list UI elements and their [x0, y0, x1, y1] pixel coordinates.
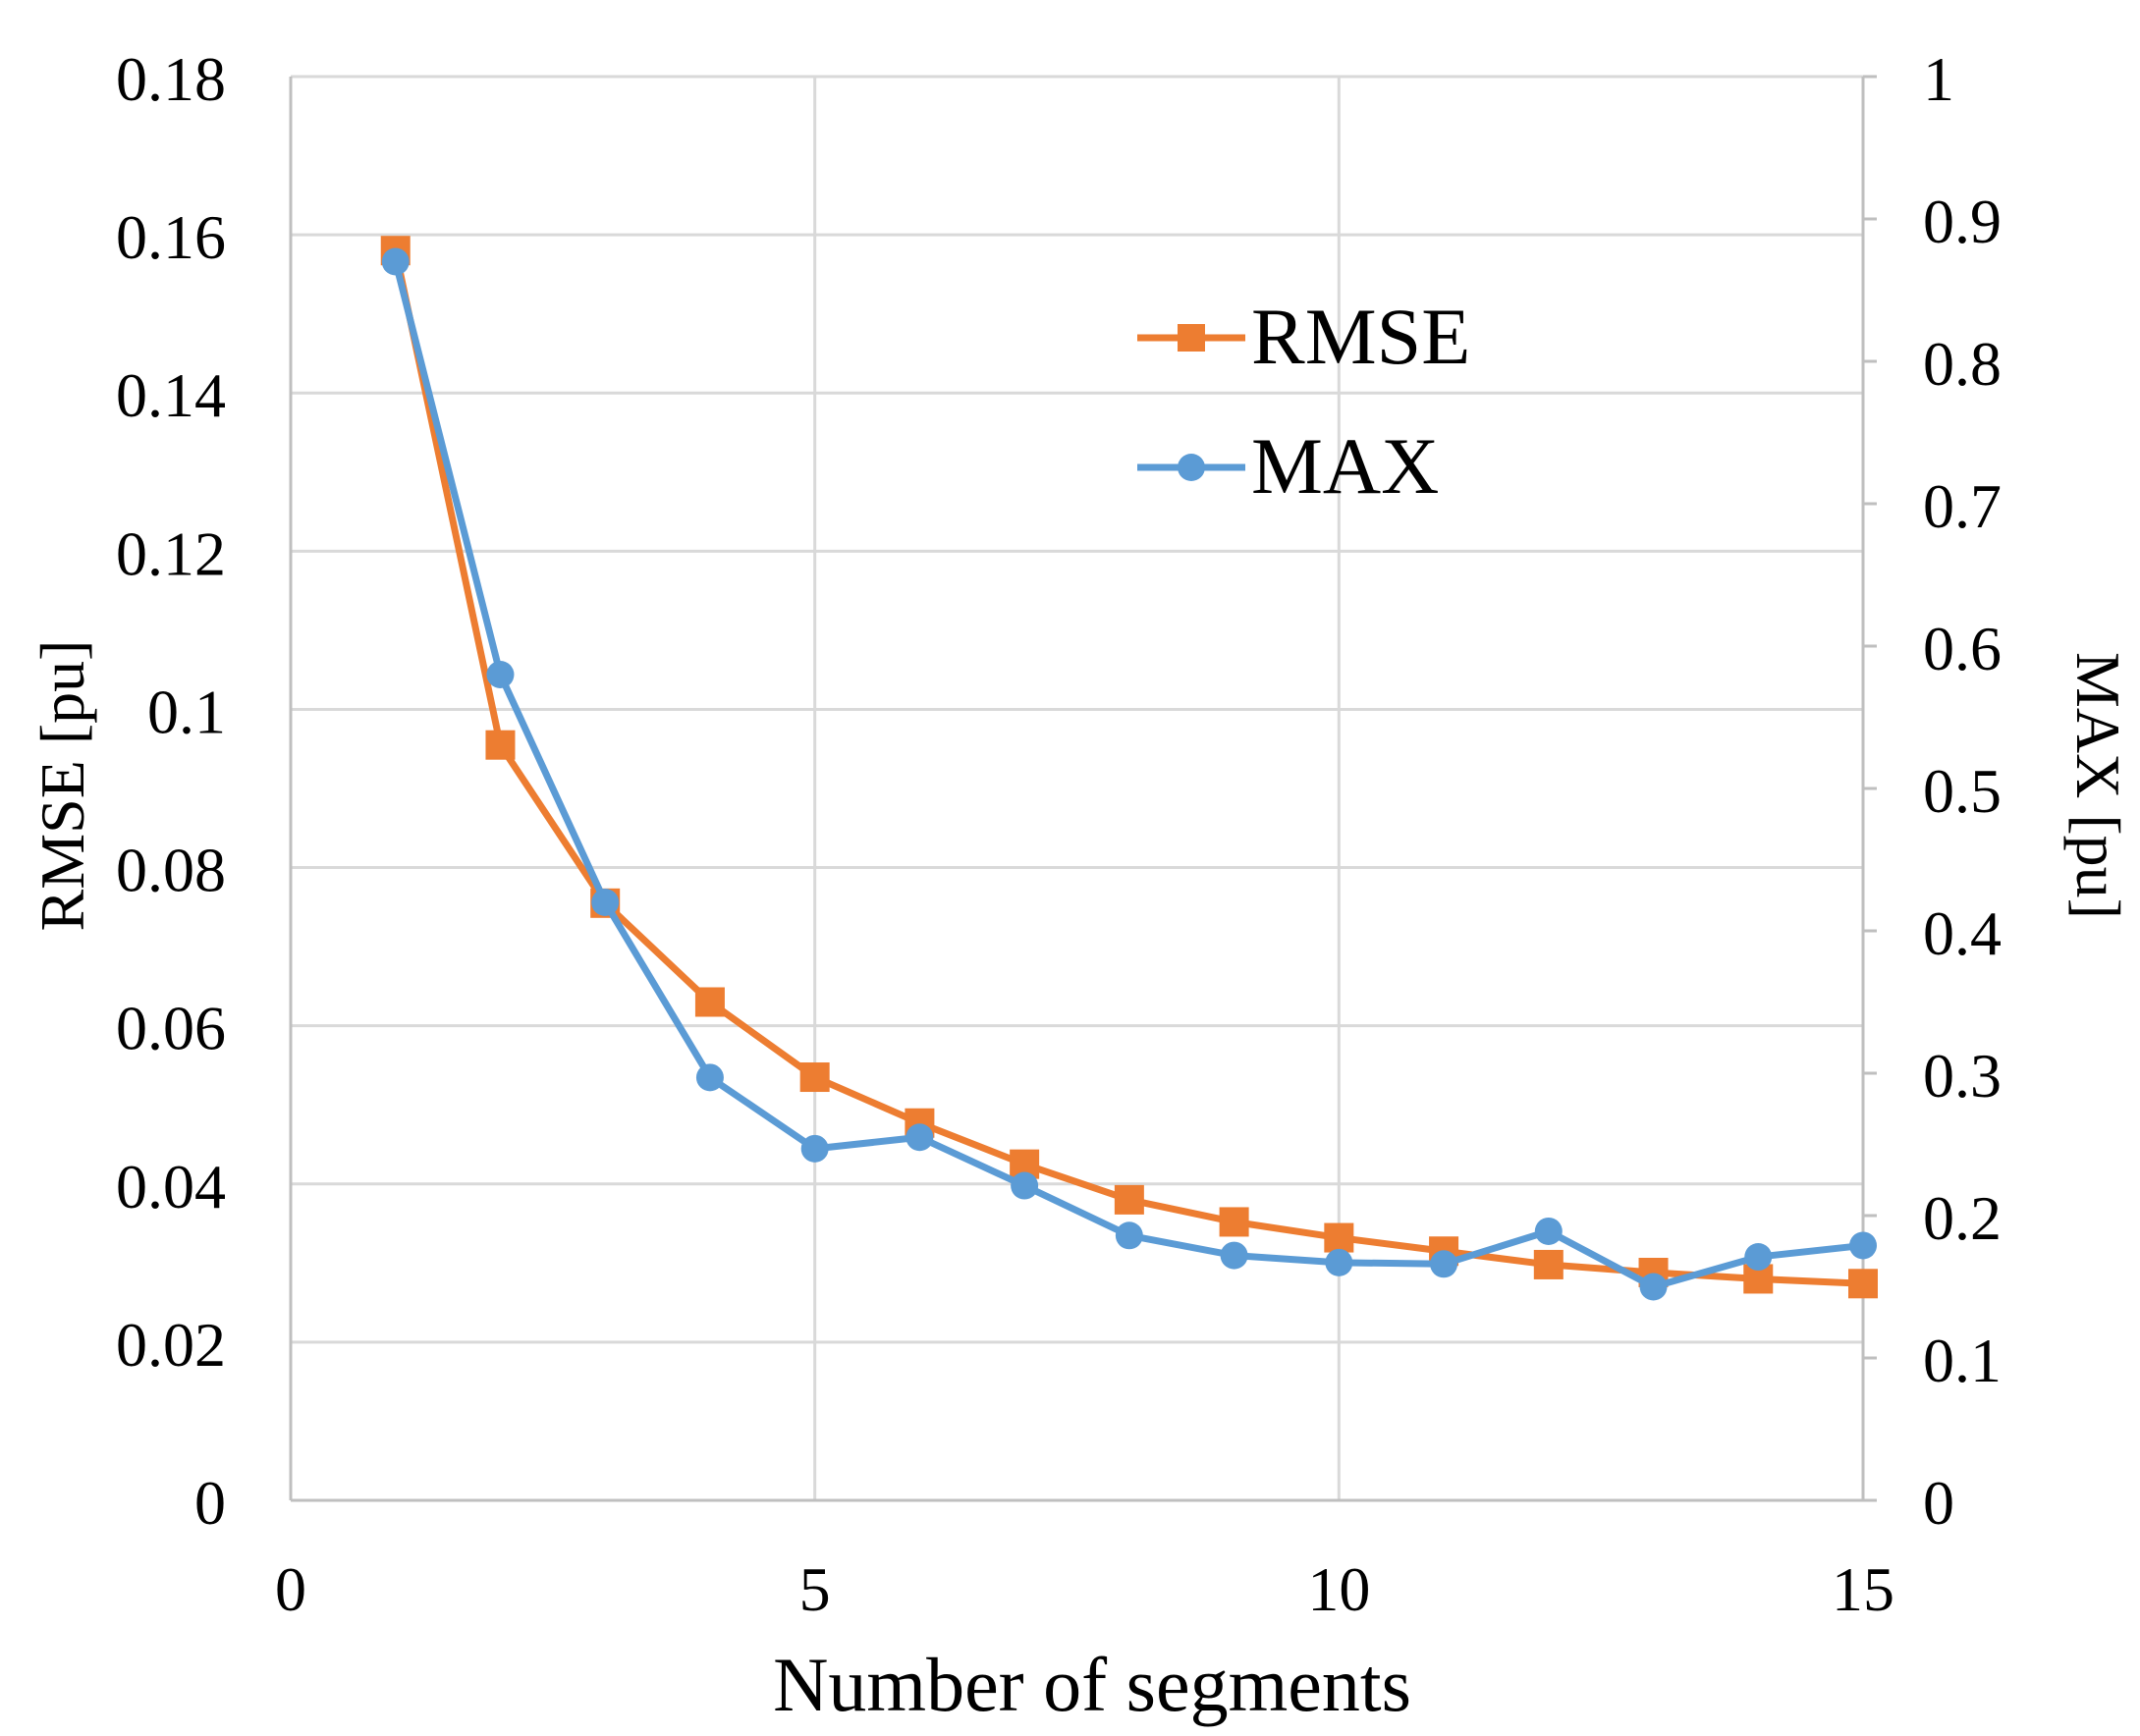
data-point-rmse	[1114, 1184, 1144, 1215]
data-point-max	[1534, 1217, 1563, 1245]
y-tick-label-left: 0.02	[116, 1310, 226, 1380]
y-tick-label-left: 0.06	[116, 994, 226, 1063]
x-tick-label: 15	[1832, 1554, 1894, 1624]
legend-max-marker	[1178, 454, 1205, 481]
x-tick-label: 10	[1307, 1554, 1370, 1624]
y-tick-label-right: 0.3	[1923, 1041, 2002, 1111]
data-point-rmse	[1324, 1222, 1354, 1253]
series-max	[381, 247, 1877, 1301]
x-axis-label: Number of segments	[773, 1642, 1411, 1727]
data-point-max	[905, 1123, 934, 1152]
x-tick-label: 0	[275, 1554, 306, 1624]
data-point-max	[381, 247, 410, 276]
legend: RMSE MAX	[1137, 292, 1470, 511]
y-axis-label-left: RMSE [pu]	[27, 640, 97, 932]
tick-labels: 0 0.02 0.04 0.06 0.08 0.1 0.12 0.14 0.16 0.18 0 0.1…	[116, 44, 2002, 1624]
y-tick-label-left: 0.12	[116, 518, 226, 588]
y-tick-label-right: 1	[1923, 44, 1954, 114]
data-point-max	[1325, 1248, 1353, 1276]
y-tick-label-left: 0.16	[116, 202, 226, 272]
legend-item-rmse: RMSE	[1137, 292, 1470, 381]
data-point-rmse	[1533, 1249, 1564, 1279]
y-tick-label-right: 0.2	[1923, 1183, 2002, 1253]
y-tick-label-left: 0.08	[116, 836, 226, 905]
legend-max-label: MAX	[1251, 421, 1439, 511]
series-rmse	[380, 236, 1878, 1299]
data-point-max	[1011, 1171, 1039, 1200]
data-point-rmse	[1848, 1269, 1878, 1299]
series-line-rmse	[392, 249, 1864, 1287]
data-point-max	[1639, 1273, 1668, 1301]
y-tick-label-right: 0.4	[1923, 898, 2002, 968]
data-point-rmse	[1219, 1207, 1249, 1237]
series	[380, 236, 1878, 1301]
data-point-max	[591, 889, 620, 916]
data-point-max	[1430, 1250, 1458, 1278]
y-tick-label-right: 0.1	[1923, 1326, 2002, 1395]
gridlines	[291, 75, 1863, 1500]
legend-rmse-label: RMSE	[1251, 292, 1470, 381]
data-point-max	[695, 1063, 724, 1092]
y-tick-label-left: 0.18	[116, 44, 226, 114]
y-tick-label-right: 0.7	[1923, 471, 2002, 541]
legend-rmse-marker	[1178, 324, 1205, 352]
y-tick-label-right: 0.9	[1923, 187, 2002, 256]
data-point-max	[800, 1134, 829, 1163]
data-point-max	[1849, 1231, 1877, 1260]
y-tick-label-right: 0	[1923, 1468, 1954, 1538]
series-line-max	[392, 260, 1864, 1290]
data-point-max	[486, 661, 515, 688]
y-tick-label-left: 0.1	[147, 677, 226, 746]
y-tick-label-left: 0.04	[116, 1152, 226, 1221]
x-tick-label: 5	[799, 1554, 831, 1624]
data-point-rmse	[799, 1062, 830, 1093]
y-tick-label-left: 0.14	[116, 360, 226, 430]
data-point-max	[1220, 1241, 1248, 1270]
y-tick-label-left: 0	[194, 1468, 226, 1538]
data-point-max	[1115, 1221, 1143, 1250]
y-tick-label-right: 0.8	[1923, 329, 2002, 399]
data-point-max	[1744, 1243, 1773, 1272]
y-tick-label-right: 0.6	[1923, 614, 2002, 683]
data-point-rmse	[485, 730, 516, 760]
y-tick-label-right: 0.5	[1923, 756, 2002, 826]
data-point-rmse	[694, 987, 725, 1017]
legend-item-max: MAX	[1137, 421, 1439, 511]
axes	[289, 75, 1877, 1502]
y-axis-label-right: MAX [pu]	[2063, 652, 2133, 919]
